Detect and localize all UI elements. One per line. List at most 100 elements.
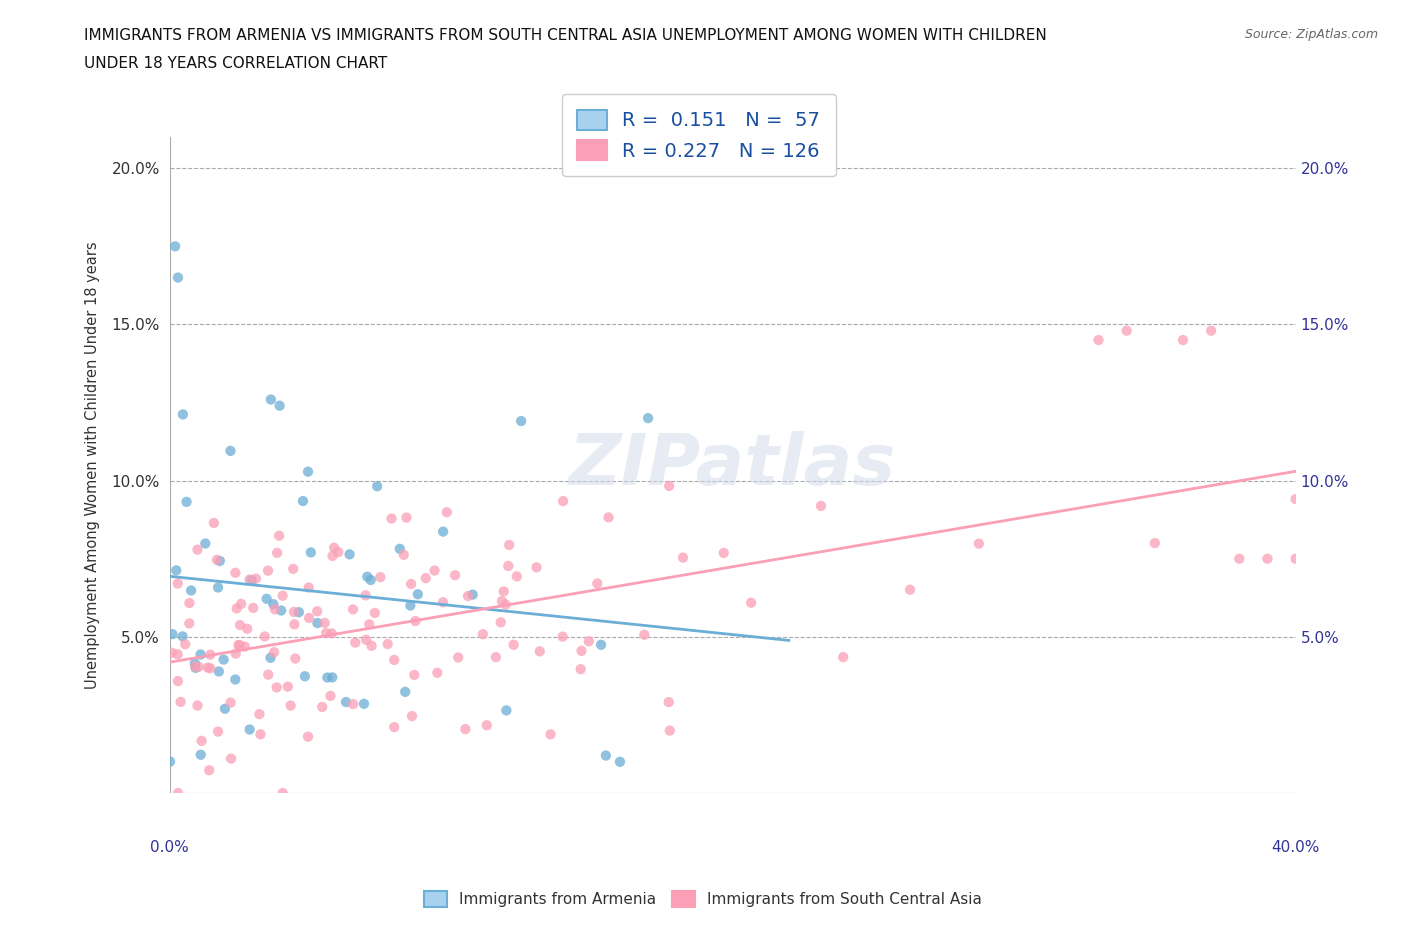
Point (283, 617, 305, 631)
Point (239, 572, 262, 587)
Point (288, 604, 311, 619)
Point (578, 634, 600, 649)
Point (176, 495, 198, 510)
Point (432, 595, 454, 610)
Point (388, 541, 411, 556)
Point (495, 597, 517, 612)
Point (364, 605, 387, 620)
Point (190, 748, 212, 763)
Point (280, 698, 302, 713)
Point (344, 635, 367, 650)
Point (394, 684, 416, 699)
Point (174, 637, 197, 652)
Point (207, 724, 229, 739)
Point (595, 748, 617, 763)
Point (1115, 324, 1137, 339)
Point (404, 668, 426, 683)
Point (233, 639, 256, 654)
Point (166, 576, 188, 591)
Point (207, 580, 229, 595)
Point (321, 549, 343, 564)
Point (266, 545, 288, 560)
Point (436, 505, 458, 520)
Point (339, 547, 361, 562)
Legend: R =  0.151   N =  57, R = 0.227   N = 126: R = 0.151 N = 57, R = 0.227 N = 126 (562, 94, 835, 176)
Point (658, 724, 681, 738)
Point (637, 411, 659, 426)
Point (219, 444, 242, 458)
Point (283, 562, 305, 577)
Point (239, 722, 262, 737)
Point (382, 720, 405, 735)
Point (475, 718, 498, 733)
Point (225, 646, 247, 661)
Point (1199, 324, 1222, 339)
Point (356, 569, 378, 584)
Point (406, 587, 429, 602)
Point (832, 650, 855, 665)
Point (264, 602, 287, 617)
Point (236, 621, 259, 636)
Point (1227, 551, 1250, 566)
Point (229, 596, 252, 611)
Point (249, 707, 271, 722)
Point (399, 598, 422, 613)
Point (485, 650, 508, 665)
Point (257, 667, 280, 682)
Point (297, 729, 319, 744)
Point (491, 593, 513, 608)
Point (245, 571, 267, 586)
Point (184, 660, 207, 675)
Point (392, 548, 415, 563)
Point (307, 616, 329, 631)
Point (314, 616, 336, 631)
Point (179, 616, 201, 631)
Point (219, 751, 242, 766)
Point (162, 627, 184, 642)
Point (266, 680, 288, 695)
Point (354, 632, 377, 647)
Point (166, 647, 188, 662)
Point (353, 697, 375, 711)
Point (214, 701, 236, 716)
Point (319, 688, 342, 703)
Point (197, 660, 219, 675)
Point (898, 582, 921, 597)
Point (526, 560, 548, 575)
Point (1087, 333, 1109, 348)
Point (401, 709, 423, 724)
Point (321, 670, 343, 684)
Text: Source: ZipAtlas.com: Source: ZipAtlas.com (1244, 28, 1378, 41)
Point (298, 580, 321, 595)
Point (404, 614, 426, 629)
Point (380, 512, 402, 526)
Point (335, 695, 357, 710)
Point (194, 536, 217, 551)
Point (810, 498, 832, 513)
Point (167, 270, 190, 285)
Point (257, 564, 280, 578)
Point (208, 664, 231, 679)
Point (271, 786, 294, 801)
Point (229, 638, 252, 653)
Point (598, 510, 620, 525)
Point (316, 671, 339, 685)
Point (190, 647, 212, 662)
Point (198, 763, 221, 777)
Point (1284, 551, 1306, 566)
Point (1256, 551, 1278, 566)
Point (172, 629, 194, 644)
Point (1284, 492, 1306, 507)
Point (262, 597, 284, 612)
Point (167, 673, 190, 688)
Point (591, 637, 613, 652)
Point (187, 659, 209, 674)
Point (495, 703, 517, 718)
Point (298, 610, 321, 625)
Point (224, 565, 246, 580)
Point (360, 638, 382, 653)
Point (498, 538, 520, 552)
Point (253, 629, 276, 644)
Point (395, 511, 418, 525)
Point (529, 644, 551, 658)
